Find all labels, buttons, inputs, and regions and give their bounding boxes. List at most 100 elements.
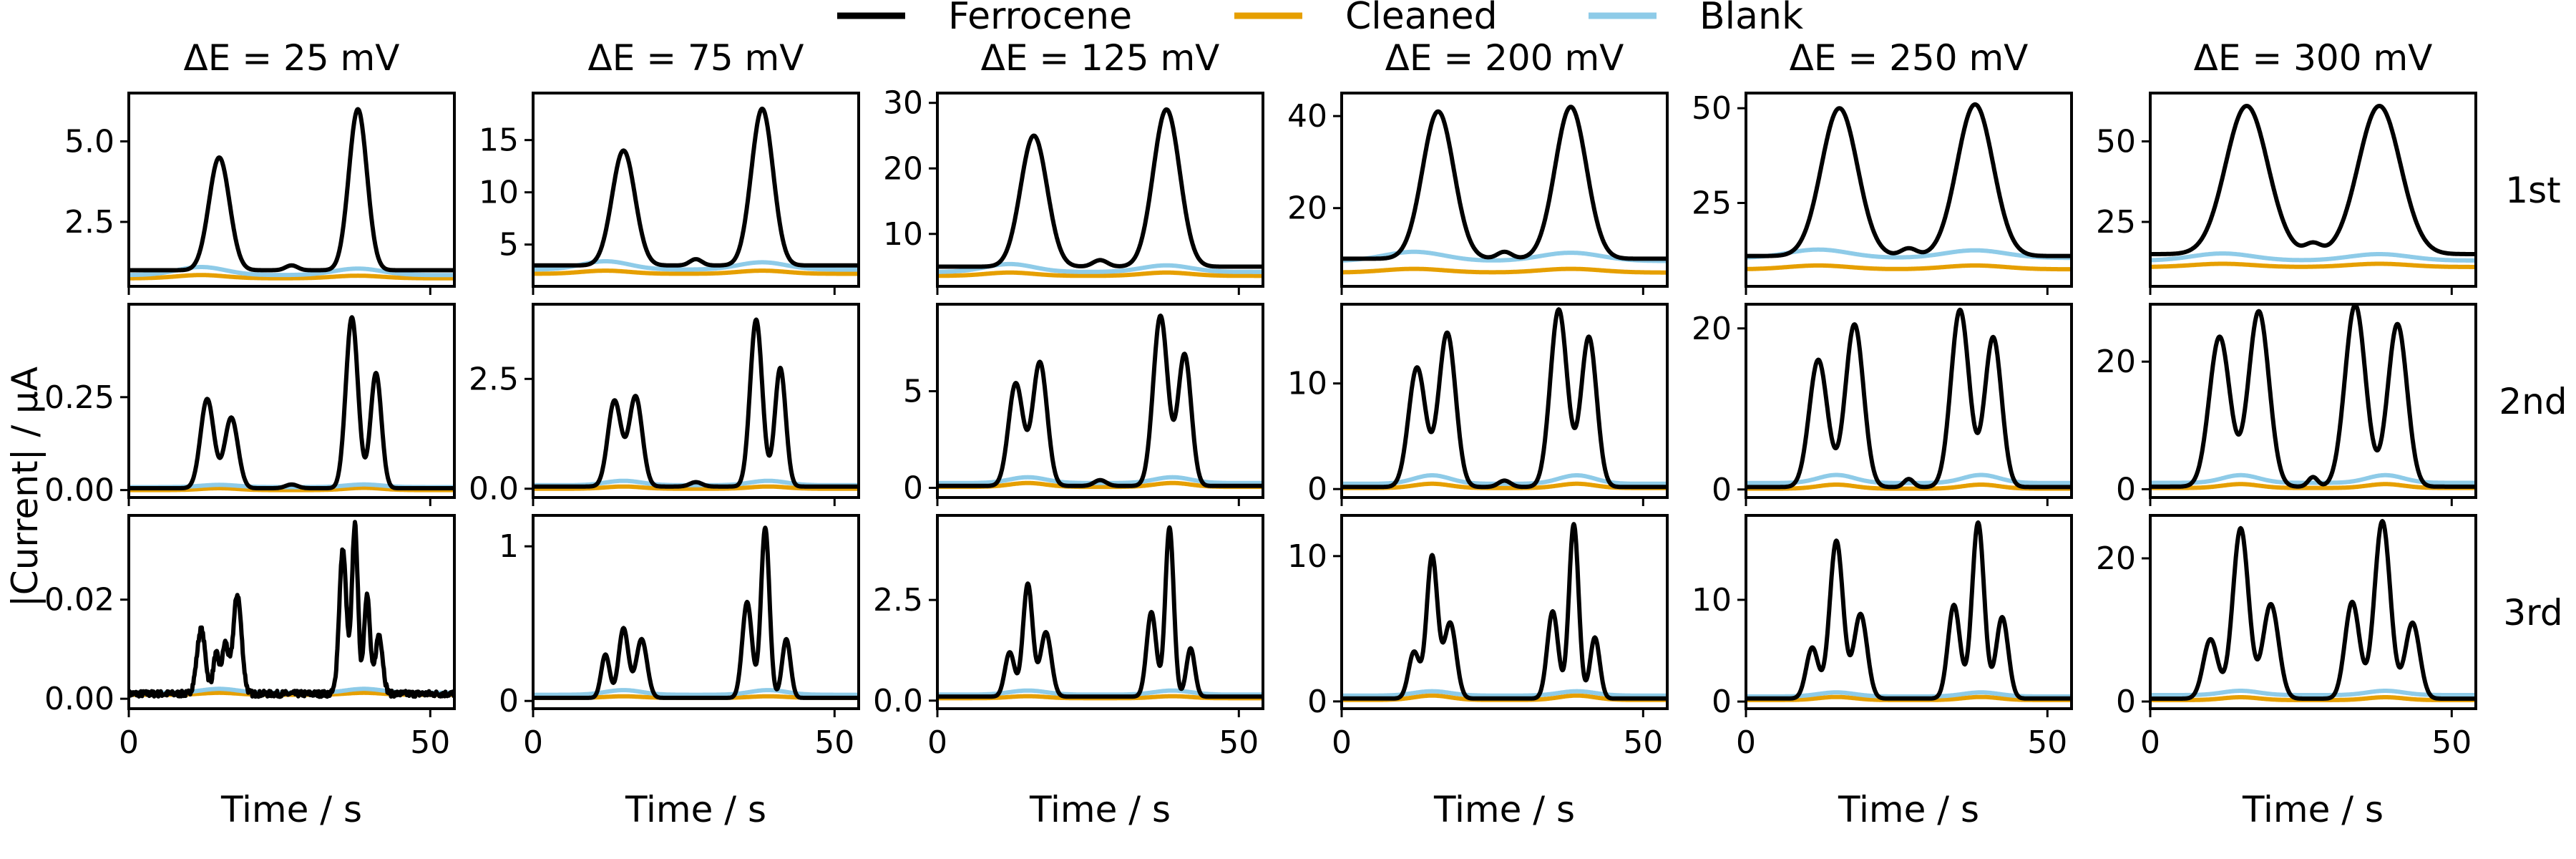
x-tick-label: 50 [1219, 724, 1259, 761]
y-tick-label: 0 [1307, 684, 1327, 720]
series-ferrocene [533, 106, 859, 268]
panel-4-3rd: 0 10 0 50 [1287, 514, 1669, 761]
series-blank [2150, 689, 2476, 697]
row-label-2nd: 2nd [2499, 381, 2567, 422]
series-ferrocene [1342, 105, 1667, 261]
series-ferrocene [129, 520, 454, 699]
x-tick-label: 50 [2431, 724, 2472, 761]
panel-1-2nd: 0.00 0.25 [44, 303, 456, 509]
y-tick-label: 20 [2096, 540, 2136, 577]
y-tick-label: 10 [1692, 582, 1732, 618]
series-cleaned [129, 273, 454, 281]
x-tick-label: 0 [927, 724, 947, 761]
series-blank [1342, 689, 1667, 698]
series-cleaned [937, 270, 1263, 278]
panel-lines [2150, 304, 2476, 490]
x-axis-label: Time / s [625, 789, 766, 830]
y-tick-label: 20 [1692, 311, 1732, 347]
y-tick-label: 15 [479, 122, 519, 159]
y-tick-label: 0.02 [44, 582, 114, 618]
y-tick-label: 20 [2096, 344, 2136, 380]
x-tick-label: 50 [2027, 724, 2067, 761]
y-tick-label: 0.00 [44, 472, 114, 509]
y-tick-label: 0.0 [873, 683, 923, 719]
y-tick-label: 25 [2096, 204, 2136, 241]
series-cleaned [533, 268, 859, 276]
panel-frame [127, 514, 456, 710]
panel-frame [1340, 514, 1669, 710]
column-title: ΔE = 125 mV [981, 37, 1220, 79]
x-axis-label: Time / s [1433, 789, 1575, 830]
x-tick-label: 50 [410, 724, 450, 761]
panel-2-2nd: 0.0 2.5 [469, 303, 860, 508]
panel-frame [1340, 303, 1669, 499]
panel-frame [1745, 92, 2073, 288]
panel-lines [533, 525, 859, 700]
panel-frame [127, 303, 456, 499]
x-axis-label: Time / s [1029, 789, 1171, 830]
panel-frame [2149, 514, 2477, 710]
panel-frame [1340, 92, 1669, 288]
series-ferrocene [1342, 522, 1667, 701]
legend: Ferrocene Cleaned Blank [837, 0, 1803, 38]
x-axis-label: Time / s [2242, 789, 2384, 830]
series-cleaned [1342, 266, 1667, 275]
y-tick-label: 10 [883, 216, 923, 253]
series-ferrocene [129, 315, 454, 490]
panel-lines [2150, 519, 2476, 702]
series-ferrocene [2150, 519, 2476, 701]
series-ferrocene [2150, 304, 2476, 489]
y-tick-label: 0 [1307, 471, 1327, 508]
panel-frame [936, 92, 1264, 288]
y-tick-label: 0 [499, 683, 519, 719]
panel-lines [129, 520, 454, 699]
y-axis-label: |Current| / μA [4, 367, 46, 607]
panel-frame [936, 514, 1264, 710]
panel-5-2nd: 0 20 [1692, 303, 2073, 508]
panel-frame [936, 303, 1264, 499]
y-tick-label: 0 [903, 470, 923, 507]
series-blank [533, 688, 859, 697]
y-tick-label: 50 [1692, 90, 1732, 127]
y-tick-label: 5 [903, 374, 923, 410]
series-ferrocene [1746, 102, 2072, 258]
panel-lines [533, 106, 859, 276]
y-tick-label: 5 [499, 227, 519, 263]
panel-2-3rd: 0 1 0 50 [499, 514, 860, 761]
series-cleaned [2150, 482, 2476, 490]
series-ferrocene [2150, 104, 2476, 256]
series-blank [937, 688, 1263, 697]
series-blank [1746, 247, 2072, 261]
panel-lines [129, 315, 454, 492]
panel-5-3rd: 0 10 0 50 [1692, 514, 2073, 761]
x-tick-label: 0 [1736, 724, 1756, 761]
x-tick-label: 0 [1332, 724, 1352, 761]
panel-lines [1746, 307, 2072, 491]
panel-6-1st: 25 50 [2096, 92, 2477, 295]
panel-frame [2149, 303, 2477, 499]
y-tick-label: 0.00 [44, 681, 114, 717]
panel-lines [937, 314, 1263, 490]
x-axis-label: Time / s [1838, 789, 1979, 830]
legend-label-cleaned: Cleaned [1345, 0, 1498, 38]
series-ferrocene [1746, 520, 2072, 701]
y-tick-label: 30 [883, 85, 923, 122]
panel-2-1st: 5 10 15 [479, 92, 860, 295]
panel-6-3rd: 0 20 0 50 [2096, 514, 2477, 761]
y-tick-label: 0.25 [44, 379, 114, 416]
panel-lines [1342, 105, 1667, 275]
y-tick-label: 0 [2116, 471, 2136, 508]
panel-frame [1745, 514, 2073, 710]
x-tick-label: 0 [523, 724, 543, 761]
y-tick-label: 0 [1712, 684, 1732, 720]
panel-4-2nd: 0 10 [1287, 303, 1669, 508]
series-ferrocene [1342, 307, 1667, 490]
panel-lines [2150, 104, 2476, 269]
series-ferrocene [129, 107, 454, 273]
x-tick-label: 0 [2140, 724, 2160, 761]
panel-3-2nd: 05 [903, 303, 1264, 507]
panel-frame [532, 303, 860, 499]
panel-grid: ΔE = 25 mV2.55.00.000.250.000.020 50Time … [44, 37, 2567, 830]
y-tick-label: 50 [2096, 124, 2136, 160]
